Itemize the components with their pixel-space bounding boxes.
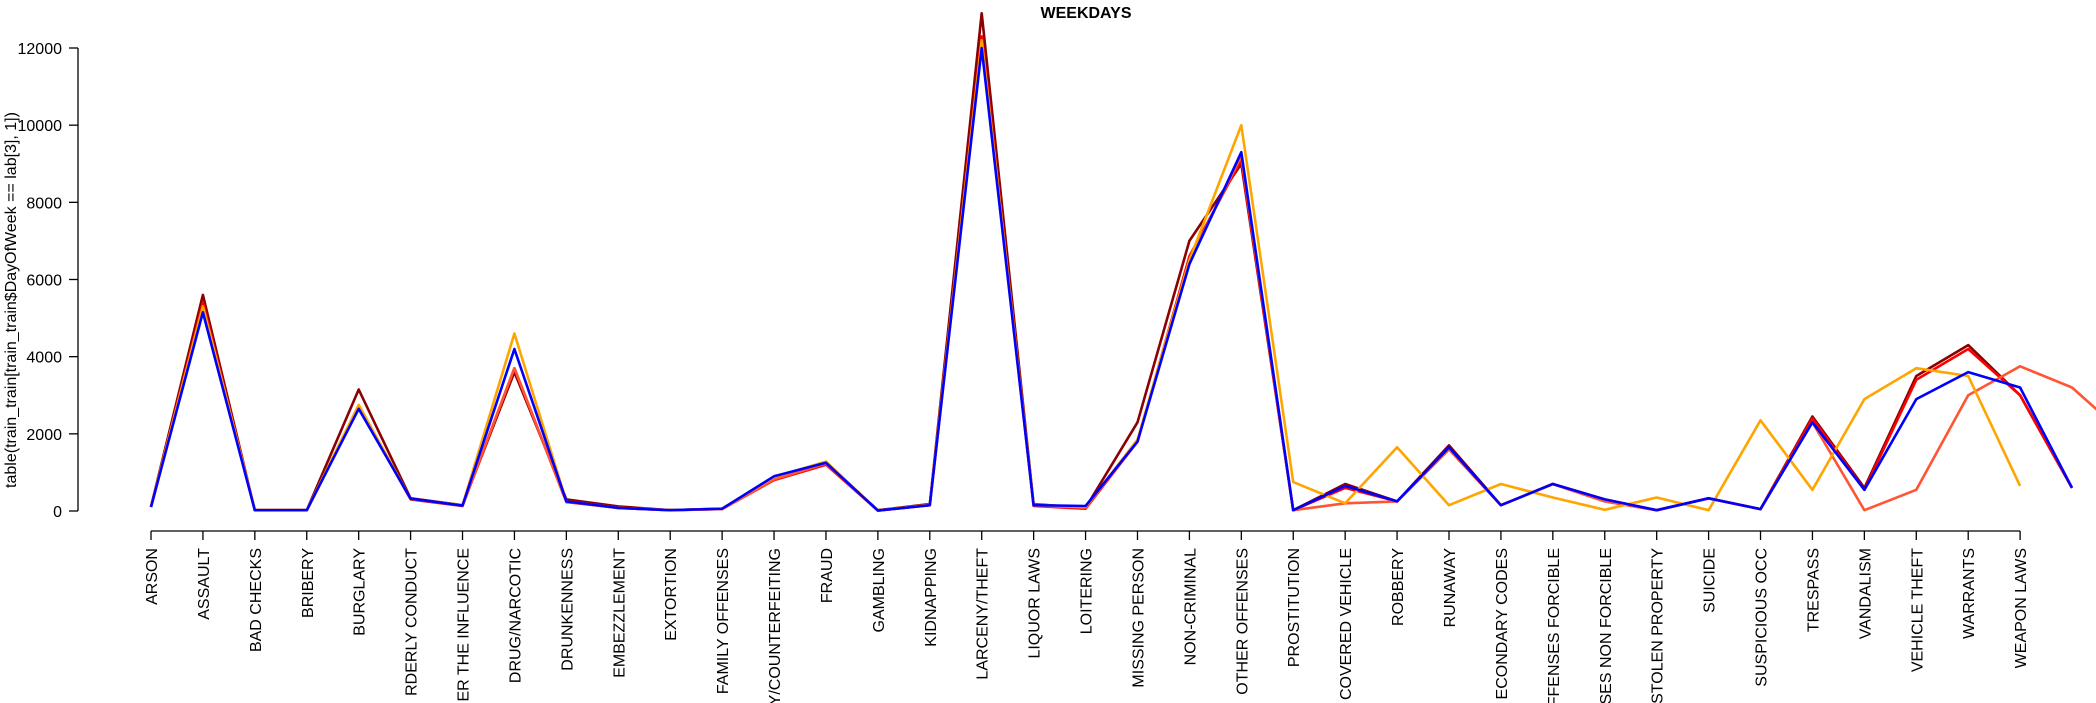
x-tick-label: ER THE INFLUENCE <box>456 548 473 702</box>
x-tick-label: LARCENY/THEFT <box>975 548 992 680</box>
x-tick-label: ARSON <box>144 548 161 605</box>
x-tick-label: KIDNAPPING <box>923 548 940 647</box>
series-line <box>149 35 2074 512</box>
y-tick-label: 0 <box>53 504 62 521</box>
x-tick-label: COVERED VEHICLE <box>1338 548 1355 700</box>
series-line <box>149 12 2074 512</box>
x-tick-label: FRAUD <box>819 548 836 603</box>
x-tick-label: WARRANTS <box>1961 548 1978 639</box>
x-tick-label: VANDALISM <box>1857 548 1874 639</box>
x-tick-label: BRIBERY <box>300 548 317 618</box>
x-tick-label: DRUG/NARCOTIC <box>507 548 524 683</box>
x-tick-label: SUSPICIOUS OCC <box>1754 548 1771 687</box>
y-tick-label: 6000 <box>26 273 62 290</box>
x-tick-label: FFENSES FORCIBLE <box>1546 548 1563 703</box>
y-tick-label: 4000 <box>26 350 62 367</box>
series-line <box>149 46 2074 512</box>
x-tick-label: EXTORTION <box>663 548 680 641</box>
x-tick-label: TRESPASS <box>1805 548 1822 632</box>
x-tick-label: Y/COUNTERFEITING <box>767 548 784 703</box>
y-tick-label: 12000 <box>18 41 63 58</box>
x-tick-label: VEHICLE THEFT <box>1909 548 1926 672</box>
x-tick-label: LOITERING <box>1079 548 1096 634</box>
series-line <box>149 42 2096 512</box>
x-tick-label: ECONDARY CODES <box>1494 548 1511 699</box>
y-tick-label: 10000 <box>18 118 63 135</box>
x-tick-label: OTHER OFFENSES <box>1234 548 1251 695</box>
x-tick-label: GAMBLING <box>871 548 888 632</box>
x-tick-label: STOLEN PROPERTY <box>1650 548 1667 703</box>
x-tick-label: NON-CRIMINAL <box>1182 548 1199 665</box>
x-tick-label: RDERLY CONDUCT <box>404 548 421 696</box>
x-tick-label: MISSING PERSON <box>1130 548 1147 688</box>
y-axis-label: table(train_train[train_train$DayOfWeek … <box>3 112 20 488</box>
x-tick-label: WEAPON LAWS <box>2013 548 2030 668</box>
x-tick-label: DRUNKENNESS <box>559 548 576 671</box>
x-tick-label: SES NON FORCIBLE <box>1598 548 1615 703</box>
x-tick-label: LIQUOR LAWS <box>1027 548 1044 659</box>
y-tick-label: 2000 <box>26 427 62 444</box>
x-tick-label: RUNAWAY <box>1442 548 1459 628</box>
x-tick-label: FAMILY OFFENSES <box>715 548 732 694</box>
x-tick-label: ASSAULT <box>196 548 213 620</box>
x-tick-label: BURGLARY <box>352 548 369 636</box>
x-tick-label: ROBBERY <box>1390 548 1407 626</box>
series-line <box>149 39 2022 512</box>
y-tick-label: 8000 <box>26 195 62 212</box>
chart-title: WEEKDAYS <box>1041 5 1132 22</box>
x-tick-label: SUICIDE <box>1702 548 1719 613</box>
x-tick-label: BAD CHECKS <box>248 548 265 652</box>
x-tick-label: PROSTITUTION <box>1286 548 1303 667</box>
x-tick-label: EMBEZZLEMENT <box>611 548 628 678</box>
